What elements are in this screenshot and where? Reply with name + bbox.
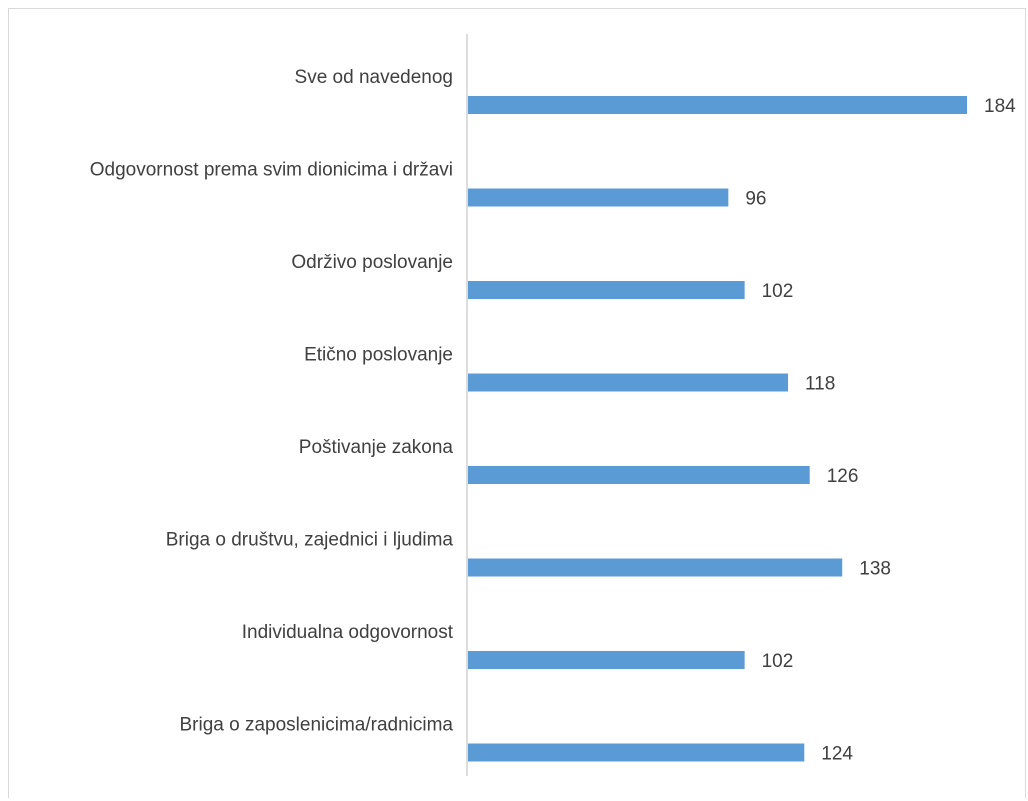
category-label: Odgovornost prema svim dionicima i držav… bbox=[90, 160, 453, 181]
bar bbox=[468, 373, 789, 392]
category-label: Individualna odgovornost bbox=[242, 622, 454, 643]
bar bbox=[468, 188, 729, 207]
bar bbox=[468, 558, 843, 577]
bar bbox=[468, 281, 745, 299]
category-label: Etično poslovanje bbox=[304, 345, 453, 366]
category-label: Održivo poslovanje bbox=[291, 252, 453, 273]
category-label: Briga o društvu, zajednici i ljudima bbox=[166, 530, 454, 551]
category-label: Sve od navedenog bbox=[295, 67, 453, 88]
value-label: 184 bbox=[984, 96, 1016, 117]
bar bbox=[468, 96, 967, 114]
category-label: Poštivanje zakona bbox=[299, 437, 454, 458]
bar bbox=[468, 651, 745, 669]
value-label: 96 bbox=[745, 189, 766, 210]
bar bbox=[468, 743, 805, 762]
bar bbox=[468, 466, 810, 484]
category-label: Briga o zaposlenicima/radnicima bbox=[179, 715, 453, 736]
value-label: 102 bbox=[762, 651, 794, 672]
value-label: 126 bbox=[827, 466, 859, 487]
value-label: 124 bbox=[821, 744, 853, 765]
value-label: 118 bbox=[805, 374, 835, 395]
value-label: 138 bbox=[859, 559, 891, 580]
value-label: 102 bbox=[762, 281, 794, 302]
